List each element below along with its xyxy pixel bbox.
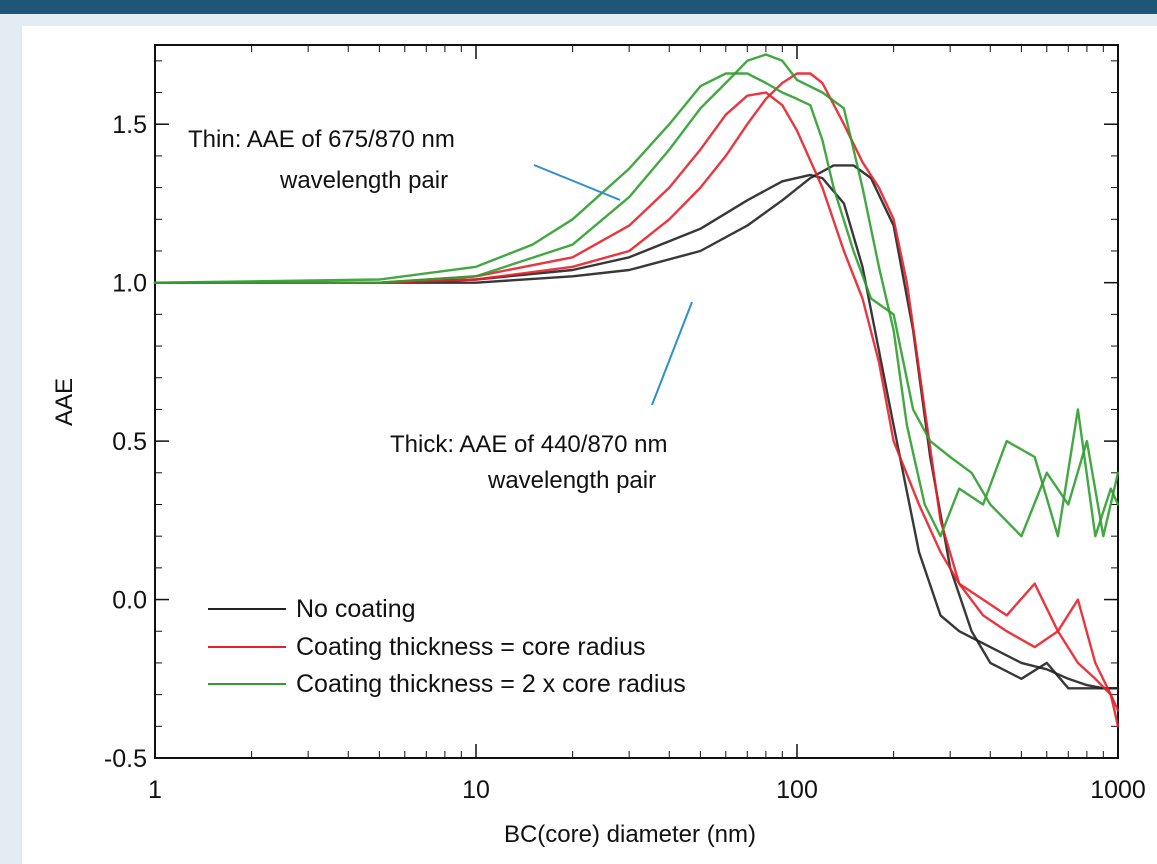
legend-label-core-radius: Coating thickness = core radius [296, 633, 646, 661]
annotation-thick-line1: Thick: AAE of 440/870 nm [390, 431, 668, 458]
axis-ticks: 1 10 100 1000 -0.5 0.0 0.5 1.0 1.5 [104, 45, 1146, 804]
annotation-thin-line1: Thin: AAE of 675/870 nm [188, 126, 455, 153]
top-banner [0, 0, 1157, 14]
series-line-no-coating-440-870 [153, 164, 1120, 690]
y-tick-label: 1.5 [112, 111, 147, 139]
annotation-thick-line2: wavelength pair [487, 467, 656, 494]
y-tick-label: 0.0 [112, 587, 147, 615]
legend-label-no-coating: No coating [296, 595, 416, 623]
series-line-two-core-radius-440-870 [153, 53, 1120, 538]
y-axis-title: AAE [51, 378, 78, 426]
annotation-thick-pointer [651, 301, 693, 406]
series-line-two-core-radius-675-870 [153, 72, 1120, 538]
x-tick-label: 1000 [1090, 776, 1146, 804]
figure-panel [22, 26, 1157, 864]
plot-frame [154, 44, 1119, 759]
x-tick-label: 1 [148, 776, 162, 804]
annotations: Thin: AAE of 675/870 nm wavelength pair … [188, 126, 693, 494]
y-tick-label: 0.5 [112, 428, 147, 456]
series-line-core-radius-675-870 [153, 91, 1120, 712]
x-tick-label: 10 [462, 776, 490, 804]
annotation-thin-pointer [533, 164, 621, 201]
series-layer [153, 53, 1120, 728]
x-tick-label: 100 [776, 776, 818, 804]
x-axis-title: BC(core) diameter (nm) [504, 821, 756, 848]
annotation-thin-line2: wavelength pair [279, 167, 448, 194]
y-tick-label: -0.5 [104, 745, 147, 773]
plot-border [154, 44, 1119, 759]
legend-label-2x-core-radius: Coating thickness = 2 x core radius [296, 670, 686, 698]
y-tick-label: 1.0 [112, 270, 147, 298]
legend: No coating Coating thickness = core radi… [208, 595, 686, 698]
